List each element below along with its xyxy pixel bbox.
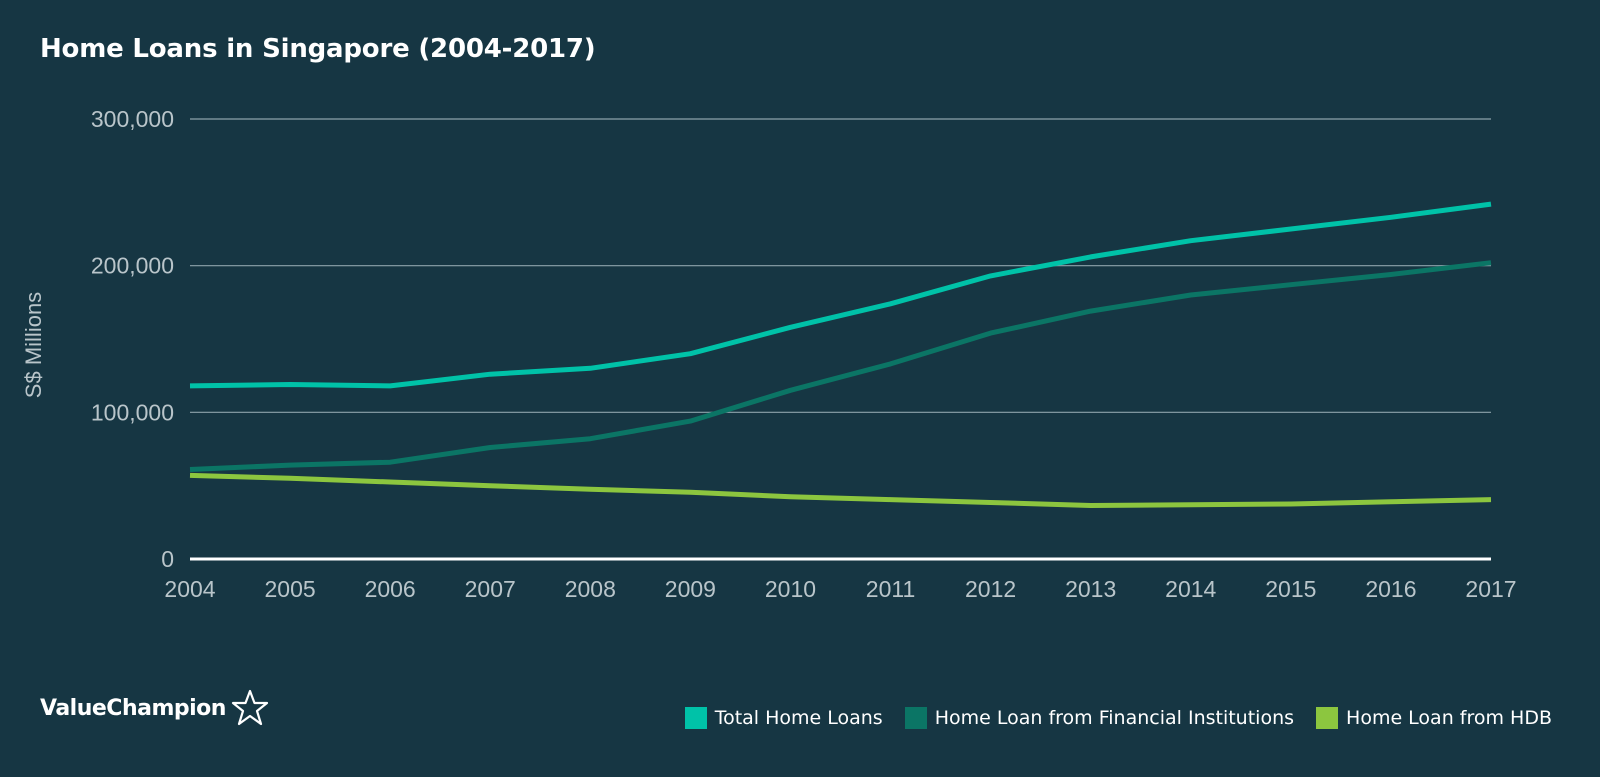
legend-label-total: Total Home Loans: [714, 707, 883, 729]
x-tick-label: 2014: [1165, 576, 1216, 602]
legend-label-hdb: Home Loan from HDB: [1346, 707, 1552, 729]
brand-logo: ValueChampion: [40, 688, 270, 728]
legend-swatch-financial-institutions: [904, 707, 927, 729]
legend-item-financial-institutions: Home Loan from Financial Institutions: [904, 707, 1295, 729]
x-tick-label: 2009: [665, 576, 716, 602]
x-tick-label: 2006: [365, 576, 416, 602]
y-tick-label: 200,000: [91, 253, 174, 279]
y-tick-label: 100,000: [91, 399, 174, 425]
series-line-0: [189, 201, 1492, 389]
legend-swatch-total: [684, 707, 707, 729]
series-lines: [189, 201, 1492, 508]
x-tick-label: 2015: [1265, 576, 1316, 602]
x-tick-label: 2012: [965, 576, 1016, 602]
x-tick-label: 2013: [1065, 576, 1116, 602]
tick-labels: 0 100,000 200,000 300,000 2004 2005 2006 2007 20…: [91, 106, 1517, 602]
legend-item-hdb: Home Loan from HDB: [1316, 707, 1552, 729]
x-tick-label: 2016: [1365, 576, 1416, 602]
x-tick-label: 2008: [565, 576, 616, 602]
x-tick-label: 2004: [164, 576, 215, 602]
grid-lines: [190, 118, 1491, 561]
chart-title: Home Loans in Singapore (2004-2017): [40, 34, 596, 64]
star-outline-icon: [231, 689, 269, 726]
x-tick-label: 2011: [866, 576, 915, 602]
brand-name: ValueChampion: [40, 695, 226, 721]
y-axis-title: S$ Millions: [21, 292, 46, 398]
legend-label-financial-institutions: Home Loan from Financial Institutions: [934, 707, 1295, 729]
x-tick-label: 2005: [264, 576, 315, 602]
y-tick-label: 300,000: [91, 106, 174, 132]
series-line-2: [189, 472, 1492, 508]
series-line-1: [189, 260, 1492, 472]
x-tick-label: 2017: [1465, 576, 1516, 602]
x-tick-label: 2010: [765, 576, 816, 602]
legend-swatch-hdb: [1316, 707, 1339, 729]
y-tick-label: 0: [161, 546, 174, 572]
x-tick-label: 2007: [465, 576, 516, 602]
legend-item-total: Total Home Loans: [684, 707, 883, 729]
chart-legend: Total Home Loans Home Loan from Financia…: [663, 707, 1552, 729]
